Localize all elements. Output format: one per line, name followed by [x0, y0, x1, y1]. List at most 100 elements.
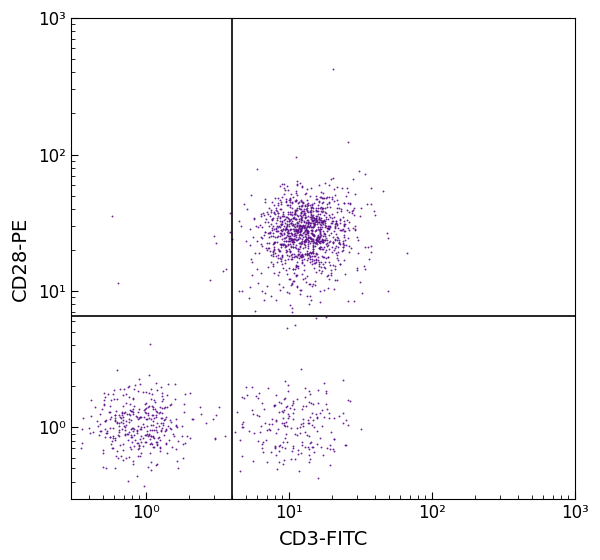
Point: [118, 418, 128, 427]
Point: [276, 256, 286, 265]
Point: [311, 213, 321, 222]
Point: [262, 208, 272, 217]
Point: [296, 364, 305, 373]
Point: [304, 418, 313, 427]
Point: [281, 222, 290, 231]
Point: [302, 199, 312, 208]
Point: [273, 212, 283, 221]
Point: [293, 235, 303, 244]
Point: [316, 442, 325, 451]
Point: [233, 407, 242, 416]
Point: [218, 266, 227, 275]
Point: [338, 418, 348, 427]
Point: [118, 410, 127, 419]
Point: [303, 218, 313, 227]
Point: [304, 450, 314, 459]
Point: [278, 414, 287, 423]
Point: [264, 203, 274, 212]
Point: [287, 229, 296, 238]
Point: [294, 202, 304, 211]
Point: [138, 419, 148, 428]
Point: [285, 226, 295, 235]
Point: [324, 274, 334, 283]
Point: [293, 228, 302, 237]
Point: [282, 270, 292, 279]
Point: [279, 212, 289, 221]
Point: [109, 424, 118, 433]
Point: [127, 406, 136, 415]
Point: [318, 245, 328, 254]
Point: [141, 430, 151, 439]
Point: [277, 217, 287, 226]
Point: [268, 221, 278, 230]
Point: [292, 228, 302, 237]
Point: [271, 218, 281, 227]
Point: [302, 215, 311, 224]
Point: [268, 198, 277, 207]
Point: [299, 224, 308, 233]
Point: [330, 235, 340, 244]
Point: [152, 428, 161, 437]
Point: [266, 206, 275, 215]
Point: [313, 474, 323, 483]
Point: [295, 429, 305, 438]
Point: [329, 284, 339, 293]
Point: [283, 380, 292, 389]
Point: [353, 235, 362, 244]
Point: [349, 296, 359, 305]
Point: [148, 410, 158, 419]
Point: [252, 410, 262, 419]
Point: [211, 433, 220, 442]
Point: [156, 426, 166, 435]
Point: [124, 382, 133, 391]
Point: [289, 444, 298, 453]
Point: [317, 203, 326, 212]
Point: [277, 231, 287, 240]
Point: [361, 265, 370, 274]
Point: [352, 264, 362, 273]
Point: [161, 412, 171, 421]
Point: [286, 219, 295, 228]
Point: [275, 240, 284, 249]
Point: [290, 222, 300, 231]
Point: [296, 208, 305, 217]
Point: [266, 208, 276, 217]
Point: [247, 258, 256, 267]
Point: [144, 413, 154, 422]
Point: [271, 227, 281, 236]
Point: [136, 437, 146, 446]
Point: [290, 219, 299, 228]
Point: [335, 225, 344, 234]
Point: [317, 208, 327, 217]
Point: [322, 404, 332, 413]
Point: [291, 197, 301, 206]
Point: [307, 249, 316, 258]
Point: [292, 263, 301, 272]
Point: [320, 221, 330, 230]
Point: [302, 223, 312, 232]
Point: [131, 436, 140, 445]
Point: [185, 433, 195, 442]
Point: [291, 214, 301, 223]
Point: [282, 422, 292, 431]
Point: [274, 247, 283, 256]
Point: [319, 262, 329, 271]
Point: [297, 200, 307, 209]
Point: [267, 226, 277, 235]
Point: [134, 414, 143, 423]
Point: [108, 433, 118, 442]
Point: [296, 286, 305, 295]
Point: [273, 199, 283, 208]
Point: [300, 241, 310, 250]
Point: [280, 455, 289, 464]
Point: [275, 204, 285, 213]
Point: [113, 279, 123, 288]
Point: [185, 388, 195, 397]
Point: [316, 408, 325, 417]
Point: [272, 226, 282, 235]
Point: [277, 229, 286, 238]
Point: [353, 249, 363, 258]
Point: [303, 236, 313, 245]
Point: [288, 237, 298, 246]
Point: [316, 217, 325, 226]
